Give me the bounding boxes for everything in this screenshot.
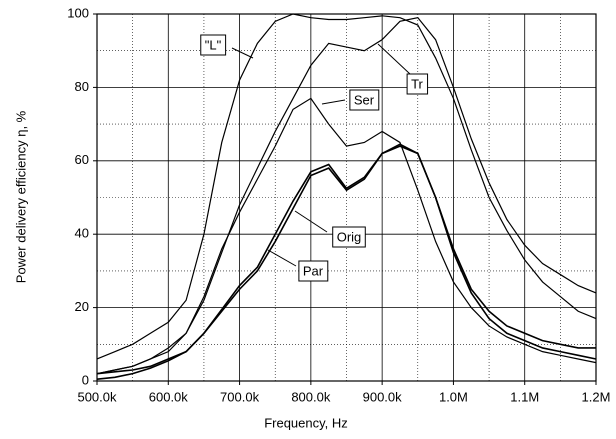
x-tick-label: 1.0M — [439, 389, 468, 404]
label-box — [349, 89, 380, 111]
callout-arrow — [377, 43, 411, 75]
series-line — [96, 143, 597, 380]
y-tick-label: 80 — [75, 79, 89, 94]
x-tick-label: 700.0k — [220, 389, 260, 404]
y-tick-label: 60 — [75, 152, 89, 167]
y-tick-label: 0 — [82, 372, 89, 387]
series-label: Ser — [354, 92, 375, 107]
x-tick-label: 800.0k — [291, 389, 331, 404]
series-line — [96, 17, 597, 375]
y-tick-label: 20 — [75, 299, 89, 314]
y-tick-label: 100 — [67, 5, 89, 20]
y-tick-label: 40 — [75, 226, 89, 241]
callout-arrow — [321, 99, 346, 105]
label-box — [298, 260, 329, 282]
x-axis-label: Frequency, Hz — [264, 415, 348, 430]
x-tick-label: 600.0k — [149, 389, 189, 404]
x-tick-label: 500.0k — [77, 389, 117, 404]
x-tick-label: 900.0k — [363, 389, 403, 404]
x-tick-label: 1.1M — [510, 389, 539, 404]
series-label: Tr — [411, 76, 423, 91]
series-line — [96, 13, 597, 360]
x-tick-label: 1.2M — [582, 389, 611, 404]
series-label: Par — [303, 263, 324, 278]
label-box — [332, 226, 366, 248]
label-box — [200, 34, 227, 56]
callout-arrow — [267, 249, 297, 267]
callout-arrow — [294, 210, 328, 233]
callout-arrow — [231, 47, 254, 59]
series-label: Orig — [337, 229, 362, 244]
y-axis-label: Power delivery efficiency η, % — [13, 110, 28, 283]
series-label: "L" — [205, 37, 222, 52]
plot-frame — [96, 13, 597, 382]
label-box — [406, 73, 429, 95]
series-line — [96, 97, 597, 375]
